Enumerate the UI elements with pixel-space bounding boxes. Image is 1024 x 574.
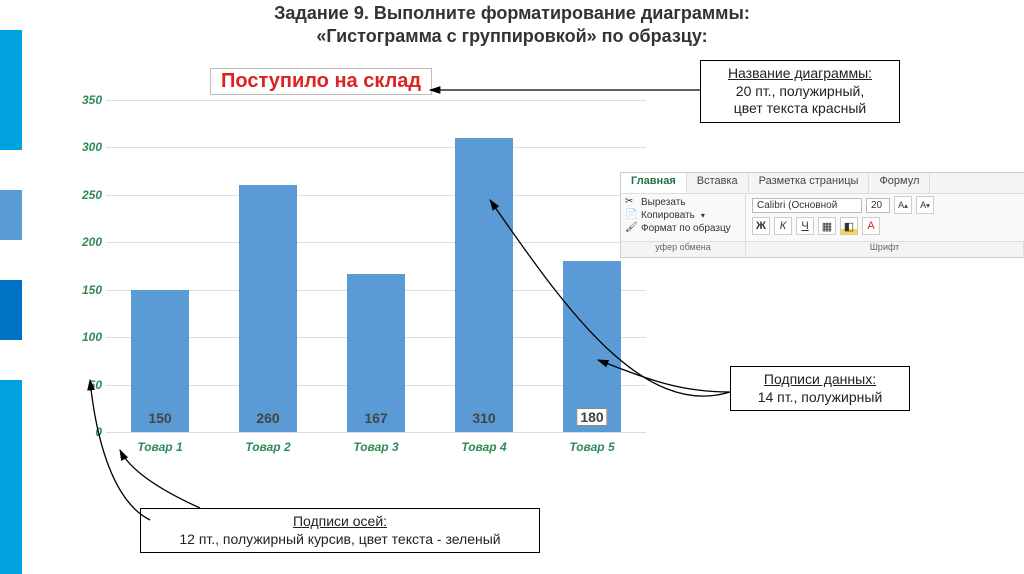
gridline xyxy=(106,100,646,101)
chart-title: Поступило на склад xyxy=(210,68,432,95)
fill-color-button[interactable]: ◧ xyxy=(840,217,858,235)
bar: 167 xyxy=(347,274,405,432)
x-tick-label: Товар 3 xyxy=(322,440,430,454)
copy-button[interactable]: Копировать xyxy=(641,210,695,221)
heading-line2: «Гистограмма с группировкой» по образцу: xyxy=(0,25,1024,48)
x-tick-label: Товар 1 xyxy=(106,440,214,454)
page-title: Задание 9. Выполните форматирование диаг… xyxy=(0,2,1024,47)
y-tick-label: 150 xyxy=(64,283,102,297)
callout-data-labels: Подписи данных: 14 пт., полужирный xyxy=(730,366,910,411)
tab-insert[interactable]: Вставка xyxy=(687,173,749,193)
callout-line: 20 пт., полужирный, xyxy=(713,83,887,101)
y-tick-label: 0 xyxy=(64,425,102,439)
cut-button[interactable]: Вырезать xyxy=(641,197,685,208)
gridline xyxy=(106,195,646,196)
y-tick-label: 200 xyxy=(64,235,102,249)
copy-icon: 📄 xyxy=(625,209,637,221)
y-tick-label: 100 xyxy=(64,330,102,344)
tab-formula[interactable]: Формул xyxy=(869,173,930,193)
callout-line: 12 пт., полужирный курсив, цвет текста -… xyxy=(153,531,527,549)
italic-button[interactable]: К xyxy=(774,217,792,235)
x-tick-label: Товар 2 xyxy=(214,440,322,454)
bar: 180 xyxy=(563,261,621,432)
y-tick-label: 350 xyxy=(64,93,102,107)
gridline xyxy=(106,432,646,433)
format-painter-button[interactable]: Формат по образцу xyxy=(641,223,731,234)
bar: 260 xyxy=(239,185,297,432)
banner-seg xyxy=(0,190,22,240)
heading-line1: Задание 9. Выполните форматирование диаг… xyxy=(0,2,1024,25)
font-grow-button[interactable]: A▴ xyxy=(894,196,912,214)
callout-line: цвет текста красный xyxy=(713,100,887,118)
banner-seg xyxy=(0,280,22,340)
callout-axis-labels: Подписи осей: 12 пт., полужирный курсив,… xyxy=(140,508,540,553)
excel-ribbon: Главная Вставка Разметка страницы Формул… xyxy=(620,172,1024,258)
banner-seg xyxy=(0,30,22,150)
scissors-icon: ✂ xyxy=(625,196,637,208)
font-color-button[interactable]: A xyxy=(862,217,880,235)
font-size-select[interactable]: 20 xyxy=(866,198,890,213)
bold-button[interactable]: Ж xyxy=(752,217,770,235)
left-banner xyxy=(0,30,22,574)
bar-data-label: 180 xyxy=(576,408,607,426)
gridline xyxy=(106,242,646,243)
bar-data-label: 150 xyxy=(148,410,171,426)
ribbon-font-group: Calibri (Основной 20 A▴ A▾ Ж К Ч ▦ ◧ A xyxy=(746,194,1024,241)
y-tick-label: 50 xyxy=(64,378,102,392)
y-tick-label: 250 xyxy=(64,188,102,202)
callout-line: Подписи осей: xyxy=(153,513,527,531)
bar-data-label: 260 xyxy=(256,410,279,426)
bar-chart: Поступило на склад 050100150200250300350… xyxy=(50,68,650,488)
ribbon-clipboard-group: ✂ Вырезать 📄 Копировать ▾ 🖌 Формат по образц… xyxy=(621,194,746,241)
tab-home[interactable]: Главная xyxy=(621,173,687,193)
tab-layout[interactable]: Разметка страницы xyxy=(749,173,870,193)
bar-data-label: 167 xyxy=(364,410,387,426)
callout-line: Название диаграммы: xyxy=(713,65,887,83)
font-family-select[interactable]: Calibri (Основной xyxy=(752,198,862,213)
callout-line: Подписи данных: xyxy=(743,371,897,389)
clipboard-group-label: уфер обмена xyxy=(621,242,746,255)
callout-chart-title: Название диаграммы: 20 пт., полужирный, … xyxy=(700,60,900,123)
font-group-label: Шрифт xyxy=(746,242,1024,255)
gridline xyxy=(106,147,646,148)
banner-seg xyxy=(0,380,22,574)
bar: 310 xyxy=(455,138,513,432)
format-painter-icon: 🖌 xyxy=(625,222,637,234)
underline-button[interactable]: Ч xyxy=(796,217,814,235)
y-tick-label: 300 xyxy=(64,140,102,154)
x-tick-label: Товар 4 xyxy=(430,440,538,454)
chevron-down-icon: ▾ xyxy=(701,211,705,220)
font-shrink-button[interactable]: A▾ xyxy=(916,196,934,214)
border-button[interactable]: ▦ xyxy=(818,217,836,235)
chart-plot-area: 050100150200250300350150Товар 1260Товар … xyxy=(106,100,646,432)
bar-data-label: 310 xyxy=(472,410,495,426)
x-tick-label: Товар 5 xyxy=(538,440,646,454)
ribbon-tabs: Главная Вставка Разметка страницы Формул xyxy=(621,173,1024,193)
callout-line: 14 пт., полужирный xyxy=(743,389,897,407)
bar: 150 xyxy=(131,290,189,432)
